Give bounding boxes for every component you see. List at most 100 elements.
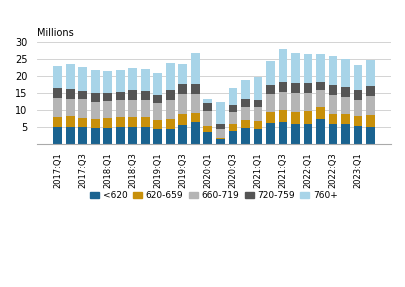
Bar (128, 68, 137, 90)
Bar (353, 90, 362, 100)
Bar (66, 127, 75, 144)
Bar (153, 103, 162, 120)
Bar (78, 127, 87, 144)
Bar (365, 127, 374, 144)
Bar (190, 113, 199, 122)
Bar (303, 54, 311, 83)
Bar (365, 115, 374, 127)
Bar (66, 89, 75, 99)
Bar (141, 69, 149, 91)
Bar (203, 102, 212, 111)
Bar (228, 112, 237, 124)
Bar (141, 117, 149, 127)
Bar (365, 96, 374, 115)
Bar (103, 71, 112, 93)
Bar (328, 56, 337, 85)
Bar (215, 137, 224, 139)
Bar (128, 90, 137, 100)
Bar (153, 129, 162, 144)
Bar (103, 118, 112, 128)
Bar (265, 61, 274, 85)
Bar (241, 128, 249, 144)
Bar (365, 61, 374, 86)
Bar (178, 125, 187, 144)
Bar (340, 97, 349, 114)
Bar (278, 92, 287, 110)
Bar (303, 83, 311, 93)
Bar (241, 120, 249, 128)
Bar (128, 127, 137, 144)
Bar (203, 99, 212, 102)
Bar (290, 124, 299, 144)
Bar (215, 139, 224, 144)
Bar (66, 99, 75, 117)
Bar (315, 54, 324, 82)
Bar (290, 93, 299, 112)
Bar (190, 84, 199, 94)
Bar (91, 70, 99, 93)
Bar (203, 132, 212, 144)
Bar (353, 100, 362, 117)
Bar (128, 100, 137, 117)
Bar (315, 82, 324, 90)
Bar (253, 77, 262, 100)
Bar (166, 90, 174, 100)
Bar (365, 86, 374, 96)
Bar (66, 63, 75, 89)
Bar (91, 119, 99, 128)
Bar (215, 129, 224, 137)
Bar (340, 59, 349, 87)
Bar (115, 92, 124, 100)
Bar (153, 95, 162, 103)
Bar (241, 107, 249, 120)
Bar (241, 80, 249, 99)
Bar (178, 84, 187, 94)
Bar (290, 112, 299, 124)
Bar (328, 114, 337, 124)
Bar (328, 95, 337, 114)
Bar (103, 128, 112, 144)
Bar (53, 66, 62, 88)
Bar (166, 119, 174, 129)
Legend: <620, 620-659, 660-719, 720-759, 760+: <620, 620-659, 660-719, 720-759, 760+ (87, 188, 341, 204)
Bar (53, 127, 62, 144)
Bar (253, 129, 262, 144)
Bar (328, 85, 337, 95)
Bar (166, 63, 174, 90)
Bar (241, 99, 249, 107)
Bar (315, 90, 324, 107)
Bar (115, 100, 124, 117)
Text: Millions: Millions (37, 28, 74, 38)
Bar (91, 128, 99, 144)
Bar (103, 101, 112, 118)
Bar (340, 124, 349, 144)
Bar (215, 102, 224, 124)
Bar (340, 87, 349, 97)
Bar (340, 114, 349, 124)
Bar (166, 100, 174, 119)
Bar (78, 91, 87, 99)
Bar (53, 117, 62, 127)
Bar (91, 102, 99, 119)
Bar (265, 123, 274, 144)
Bar (278, 110, 287, 122)
Bar (353, 65, 362, 90)
Bar (278, 82, 287, 92)
Bar (53, 88, 62, 98)
Bar (141, 127, 149, 144)
Bar (353, 117, 362, 126)
Bar (153, 120, 162, 129)
Bar (166, 129, 174, 144)
Bar (215, 124, 224, 129)
Bar (66, 117, 75, 127)
Bar (265, 94, 274, 113)
Bar (53, 98, 62, 117)
Bar (303, 124, 311, 144)
Bar (290, 53, 299, 83)
Bar (228, 124, 237, 131)
Bar (190, 122, 199, 144)
Bar (103, 93, 112, 101)
Bar (115, 70, 124, 92)
Bar (178, 63, 187, 84)
Bar (178, 94, 187, 114)
